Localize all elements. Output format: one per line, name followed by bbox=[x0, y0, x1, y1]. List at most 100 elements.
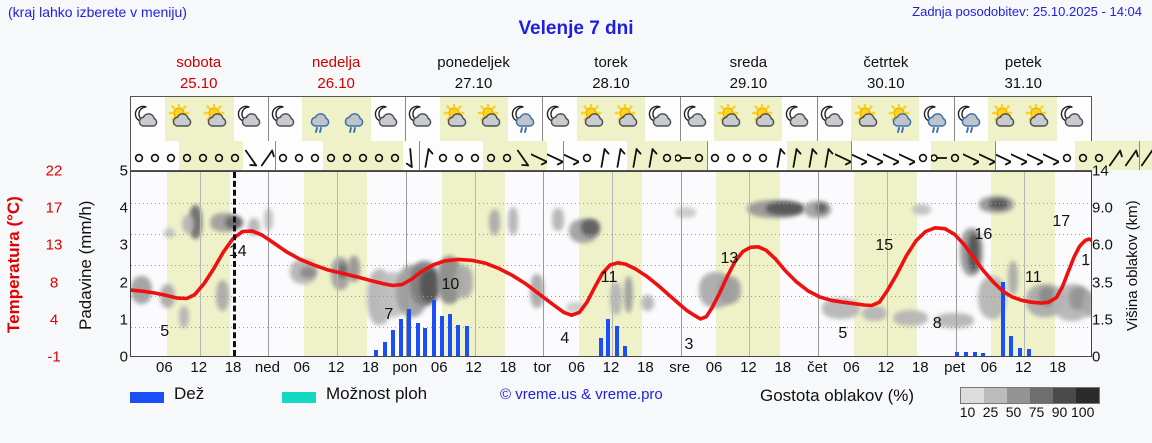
rain-bar bbox=[1009, 335, 1014, 356]
day-gridline bbox=[405, 172, 407, 356]
rain-bar bbox=[439, 316, 444, 356]
rain-bar bbox=[415, 322, 420, 356]
axis-tick-label: 9.0 bbox=[1092, 199, 1113, 217]
wind-barb-calm bbox=[339, 141, 355, 170]
cloud-density-blob bbox=[967, 233, 980, 271]
wind-barb-calm bbox=[483, 141, 499, 170]
cloud-density-blob bbox=[674, 207, 696, 219]
wind-barb-calm bbox=[659, 141, 675, 170]
temperature-value-label: 13 bbox=[720, 250, 739, 268]
moon-cloud-icon bbox=[131, 97, 165, 141]
time-tick-label: 18 bbox=[774, 359, 792, 376]
moon-cloud-icon bbox=[782, 97, 816, 141]
temperature-value-label: 11 bbox=[600, 268, 618, 286]
cloud-density-swatch bbox=[1053, 388, 1076, 403]
wind-barb-barb-n bbox=[803, 141, 819, 170]
cloud-density-blob bbox=[181, 214, 194, 234]
cloud-height-axis-title: Višina oblakov (km) bbox=[1124, 200, 1141, 331]
day-header-četrtek: četrtek 30.10 bbox=[817, 52, 954, 96]
axis-tick-label: 0 bbox=[1092, 348, 1101, 366]
temperature-curve bbox=[131, 226, 1091, 321]
axis-tick-label: 3 bbox=[119, 236, 128, 254]
day-header-ponedeljek: ponedeljek 27.10 bbox=[405, 52, 542, 96]
wind-barb-barb-ne bbox=[1123, 141, 1139, 170]
day-name: sobota bbox=[176, 54, 222, 71]
wind-barb-calm bbox=[1059, 141, 1075, 170]
time-tick-label: tor bbox=[533, 359, 552, 376]
rain-bar bbox=[955, 351, 960, 356]
cloud-density-tick: 75 bbox=[1028, 404, 1045, 420]
cloud-density-colorbar bbox=[960, 387, 1100, 404]
rain-bar bbox=[423, 328, 428, 356]
wind-barb-calm bbox=[1091, 141, 1107, 170]
rain-cloud-icon bbox=[336, 97, 371, 141]
sun-cloud-icon bbox=[1022, 97, 1057, 141]
wind-barb-barb-n bbox=[787, 141, 803, 170]
wind-barb-barb-s bbox=[403, 141, 419, 170]
last-updated-text: Zadnja posodobitev: 25.10.2025 - 14:04 bbox=[912, 4, 1142, 19]
cloud-density-blob bbox=[640, 294, 655, 312]
rain-bar bbox=[981, 352, 986, 356]
temperature-value-label: 10 bbox=[441, 276, 460, 294]
time-tick-label: ned bbox=[254, 359, 280, 376]
axis-tick-label: 14 bbox=[1092, 162, 1109, 180]
cloud-density-blob bbox=[581, 219, 601, 237]
cloud-density-blob bbox=[348, 255, 360, 282]
chart-legend: Dež Možnost ploh © vreme.us & vreme.pro … bbox=[130, 384, 1142, 429]
day-header-band: sobota 25.10 nedelja 26.10 ponedeljek 27.10 to… bbox=[130, 52, 1092, 96]
day-separator bbox=[679, 97, 681, 141]
moon-rain-cloud-icon bbox=[508, 97, 542, 141]
time-tick-label: 18 bbox=[499, 359, 517, 376]
wind-barb-barb-ne bbox=[1107, 141, 1123, 170]
time-tick-label: pon bbox=[392, 359, 418, 376]
wind-barb-calm bbox=[579, 141, 595, 170]
time-tick-label: 12 bbox=[1014, 359, 1032, 376]
weather-icon-strip bbox=[130, 96, 1092, 141]
time-tick-label: 18 bbox=[1049, 359, 1066, 376]
sun-cloud-icon bbox=[199, 97, 234, 141]
day-date: 31.10 bbox=[1004, 75, 1043, 92]
day-separator bbox=[275, 141, 276, 170]
day-gridline bbox=[818, 172, 820, 356]
wind-barb-calm bbox=[707, 141, 723, 170]
day-separator bbox=[542, 97, 544, 141]
wind-barb-calm bbox=[499, 141, 515, 170]
day-separator bbox=[419, 141, 420, 170]
day-header-sobota: sobota 25.10 bbox=[130, 52, 267, 96]
cloud-density-blob bbox=[179, 305, 189, 329]
rain-bar bbox=[390, 329, 395, 356]
midday-gridline bbox=[1024, 172, 1026, 356]
horizontal-gridline bbox=[131, 327, 1091, 328]
day-date: 26.10 bbox=[317, 75, 355, 92]
cloud-density-legend-label: Gostota oblakov (%) bbox=[760, 386, 915, 405]
cloud-density-tick: 100 bbox=[1071, 404, 1095, 420]
wind-barb-barb-ne bbox=[259, 141, 275, 170]
rain-bar bbox=[448, 314, 453, 356]
sun-cloud-icon bbox=[439, 97, 474, 141]
horizontal-gridline bbox=[131, 203, 1091, 204]
moon-cloud-icon bbox=[1057, 97, 1091, 141]
wind-barb-barb-w bbox=[547, 141, 563, 170]
rain-bar bbox=[1000, 281, 1005, 356]
wind-barb-calm bbox=[275, 141, 291, 170]
wind-barb-calm bbox=[387, 141, 403, 170]
wind-barb-calm bbox=[915, 141, 931, 170]
cloud-density-blob bbox=[248, 217, 260, 237]
day-separator bbox=[995, 141, 996, 170]
day-date: 30.10 bbox=[867, 75, 905, 92]
copyright-text[interactable]: © vreme.us & vreme.pro bbox=[500, 386, 663, 403]
temperature-value-label: 16 bbox=[974, 225, 993, 243]
temperature-axis-title: Temperatura (°C) bbox=[4, 196, 23, 334]
current-time-marker bbox=[232, 172, 236, 356]
wind-barb-barb-w bbox=[563, 141, 579, 170]
wind-barb-calm bbox=[307, 141, 323, 170]
sun-cloud-icon bbox=[748, 97, 783, 141]
cloud-density-tick: 10 bbox=[959, 404, 976, 420]
cloud-density-blob bbox=[565, 302, 586, 314]
sun-cloud-icon bbox=[988, 97, 1023, 141]
time-tick-label: 06 bbox=[156, 359, 173, 376]
day-header-nedelja: nedelja 26.10 bbox=[267, 52, 404, 96]
cloud-density-blob bbox=[1068, 287, 1089, 310]
day-name: torek bbox=[594, 54, 628, 71]
wind-barb-barb-sw bbox=[243, 141, 259, 170]
